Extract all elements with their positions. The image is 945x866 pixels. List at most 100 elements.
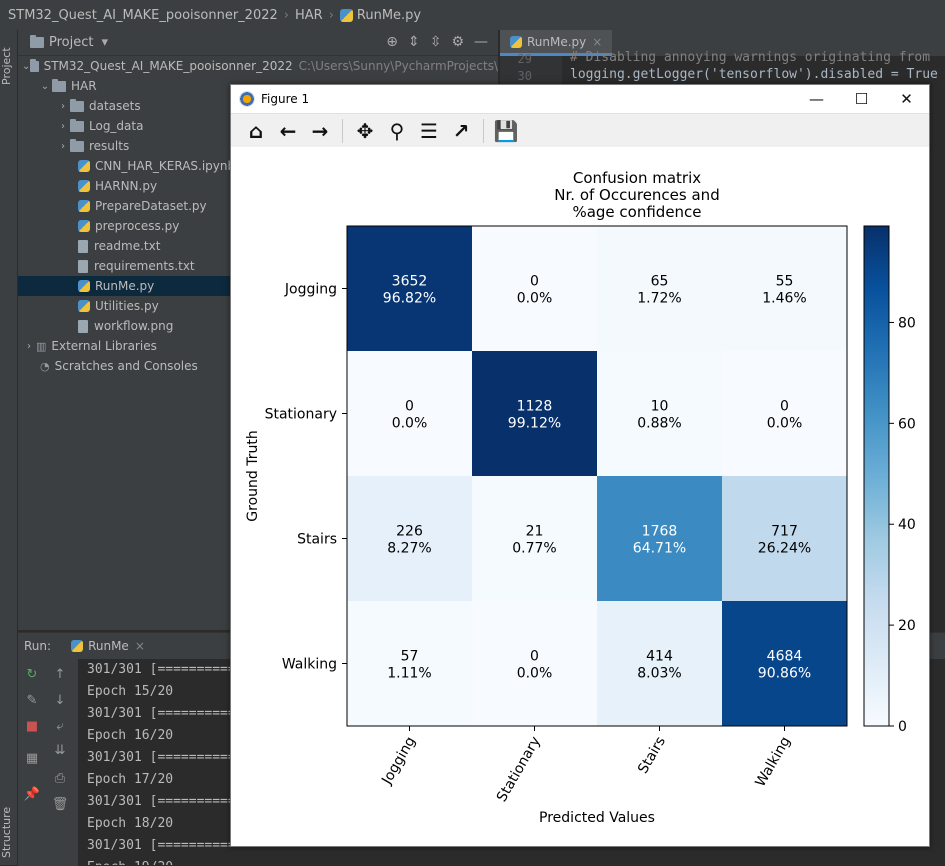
tree-item-label: Log_data [89, 119, 144, 133]
text-file-icon [78, 239, 88, 253]
cell-count-label: 0 [530, 274, 539, 290]
folder-icon [70, 118, 84, 132]
zoom-icon[interactable]: ⚲ [389, 118, 405, 143]
project-tool-tab[interactable]: Project [0, 47, 13, 85]
stop-icon[interactable]: ■ [25, 719, 39, 734]
up-arrow-icon[interactable]: ↑ [54, 667, 66, 682]
cell-percent-label: 99.12% [508, 416, 561, 432]
tree-item[interactable]: readme.txt [18, 236, 498, 256]
wrench-icon[interactable]: ✎ [26, 693, 38, 708]
colorbar-tick-label: 80 [898, 315, 916, 331]
chevron-right-icon[interactable]: › [61, 120, 65, 132]
tree-item[interactable]: preprocess.py [18, 216, 498, 236]
console-line: Epoch 16/20 [87, 728, 174, 743]
down-arrow-icon[interactable]: ↓ [54, 693, 66, 708]
tree-item[interactable]: Utilities.py [18, 296, 498, 316]
axes-edit-icon[interactable]: ↗ [452, 118, 470, 143]
cell-count-label: 1128 [517, 399, 553, 415]
tree-item-label: results [89, 139, 130, 153]
folder-icon [70, 138, 84, 152]
tree-item[interactable]: requirements.txt [18, 256, 498, 276]
locate-icon[interactable]: ⊕ [386, 34, 398, 50]
project-panel-title[interactable]: Project [49, 35, 94, 50]
pin-icon[interactable]: 📌 [23, 787, 41, 802]
tree-external-libraries[interactable]: › ▥ External Libraries [18, 336, 498, 356]
cell-percent-label: 0.0% [392, 416, 428, 432]
tree-item[interactable]: › results [18, 136, 498, 156]
cell-percent-label: 0.0% [767, 416, 803, 432]
save-icon[interactable]: 💾 [493, 118, 519, 143]
cell-percent-label: 64.71% [633, 541, 686, 557]
breadcrumb: STM32_Quest_AI_MAKE_pooisonner_2022 › HA… [0, 0, 945, 30]
breadcrumb-project[interactable]: STM32_Quest_AI_MAKE_pooisonner_2022 [8, 7, 278, 23]
home-icon[interactable]: ⌂ [248, 118, 264, 143]
gear-icon[interactable]: ⚙ [451, 34, 464, 50]
tree-item-label: requirements.txt [94, 259, 195, 273]
y-tick-label: Walking [282, 657, 337, 673]
figure-title: Figure 1 [261, 92, 310, 106]
close-icon[interactable]: × [134, 639, 145, 653]
chevron-right-icon[interactable]: › [61, 100, 65, 112]
close-icon[interactable]: × [592, 34, 603, 49]
python-file-icon [510, 35, 522, 48]
pan-icon[interactable]: ✥ [356, 118, 374, 143]
tree-item[interactable]: CNN_HAR_KERAS.ipynb [18, 156, 498, 176]
tree-scratches[interactable]: ◔ Scratches and Consoles [18, 356, 498, 376]
tree-item[interactable]: › Log_data [18, 116, 498, 136]
heatmap-cell [722, 226, 847, 351]
x-axis-label: Predicted Values [539, 810, 655, 826]
minimize-icon[interactable]: — [474, 34, 488, 50]
editor-tab-runme[interactable]: RunMe.py × [500, 30, 613, 56]
maximize-button[interactable]: ☐ [854, 90, 869, 108]
breadcrumb-folder[interactable]: HAR [294, 7, 323, 23]
breadcrumb-file[interactable]: RunMe.py [356, 7, 422, 23]
code-line: # Disabling annoying warnings originatin… [570, 50, 931, 65]
print-icon[interactable]: ⎙ [54, 771, 66, 786]
layout-icon[interactable]: ▦ [25, 751, 39, 766]
back-icon[interactable]: ← [279, 118, 297, 143]
colorbar [863, 225, 890, 727]
cell-count-label: 4684 [767, 649, 803, 665]
cell-percent-label: 96.82% [383, 291, 436, 307]
scratches-label: Scratches and Consoles [54, 359, 198, 373]
minimize-button[interactable]: — [809, 90, 824, 108]
collapse-all-icon[interactable]: ⇳ [429, 34, 442, 50]
tree-root[interactable]: ⌄ STM32_Quest_AI_MAKE_pooisonner_2022 C:… [18, 56, 498, 76]
project-panel-tools: ⊕ ⇕ ⇳ ⚙ — [386, 34, 488, 50]
forward-icon[interactable]: → [311, 118, 329, 143]
subplots-icon[interactable]: ☰ [420, 118, 438, 143]
cell-count-label: 1768 [642, 524, 678, 540]
soft-wrap-icon[interactable]: ⤶ [56, 719, 64, 734]
chevron-right-icon[interactable]: › [27, 340, 31, 352]
cell-percent-label: 1.11% [387, 666, 431, 682]
expand-all-icon[interactable]: ⇕ [407, 34, 420, 50]
heatmap-cell [472, 226, 597, 351]
chevron-right-icon[interactable]: › [61, 140, 65, 152]
tree-item-label: preprocess.py [95, 219, 180, 233]
chevron-down-icon[interactable]: ▾ [101, 35, 109, 50]
trash-icon[interactable]: 🗑 [51, 797, 69, 812]
scroll-end-icon[interactable]: ⇊ [54, 743, 66, 758]
rerun-icon[interactable]: ↻ [26, 667, 38, 682]
run-tab[interactable]: RunMe × [71, 639, 145, 653]
close-button[interactable]: ✕ [900, 90, 913, 108]
python-file-icon [78, 220, 90, 232]
console-line: Epoch 15/20 [87, 684, 174, 699]
tree-item[interactable]: PrepareDataset.py [18, 196, 498, 216]
tree-item[interactable]: › datasets [18, 96, 498, 116]
library-icon: ▥ [36, 339, 47, 353]
tree-folder-har[interactable]: ⌄ HAR [18, 76, 498, 96]
chevron-down-icon[interactable]: ⌄ [22, 60, 31, 72]
tree-item[interactable]: workflow.png [18, 316, 498, 336]
structure-tool-tab[interactable]: Structure [0, 806, 13, 859]
cell-percent-label: 8.27% [387, 541, 431, 557]
y-tick-label: Stairs [297, 532, 337, 548]
left-tool-strip: Project Structure [0, 30, 18, 865]
console-output[interactable]: 301/301 [========== Epoch 15/20 301/301 [=… [80, 659, 945, 865]
cell-count-label: 21 [526, 524, 544, 540]
chevron-down-icon[interactable]: ⌄ [40, 80, 50, 92]
notebook-icon [78, 160, 90, 172]
tree-item-label: HARNN.py [95, 179, 158, 193]
tree-item[interactable]: HARNN.py [18, 176, 498, 196]
heatmap-cell [597, 351, 722, 476]
